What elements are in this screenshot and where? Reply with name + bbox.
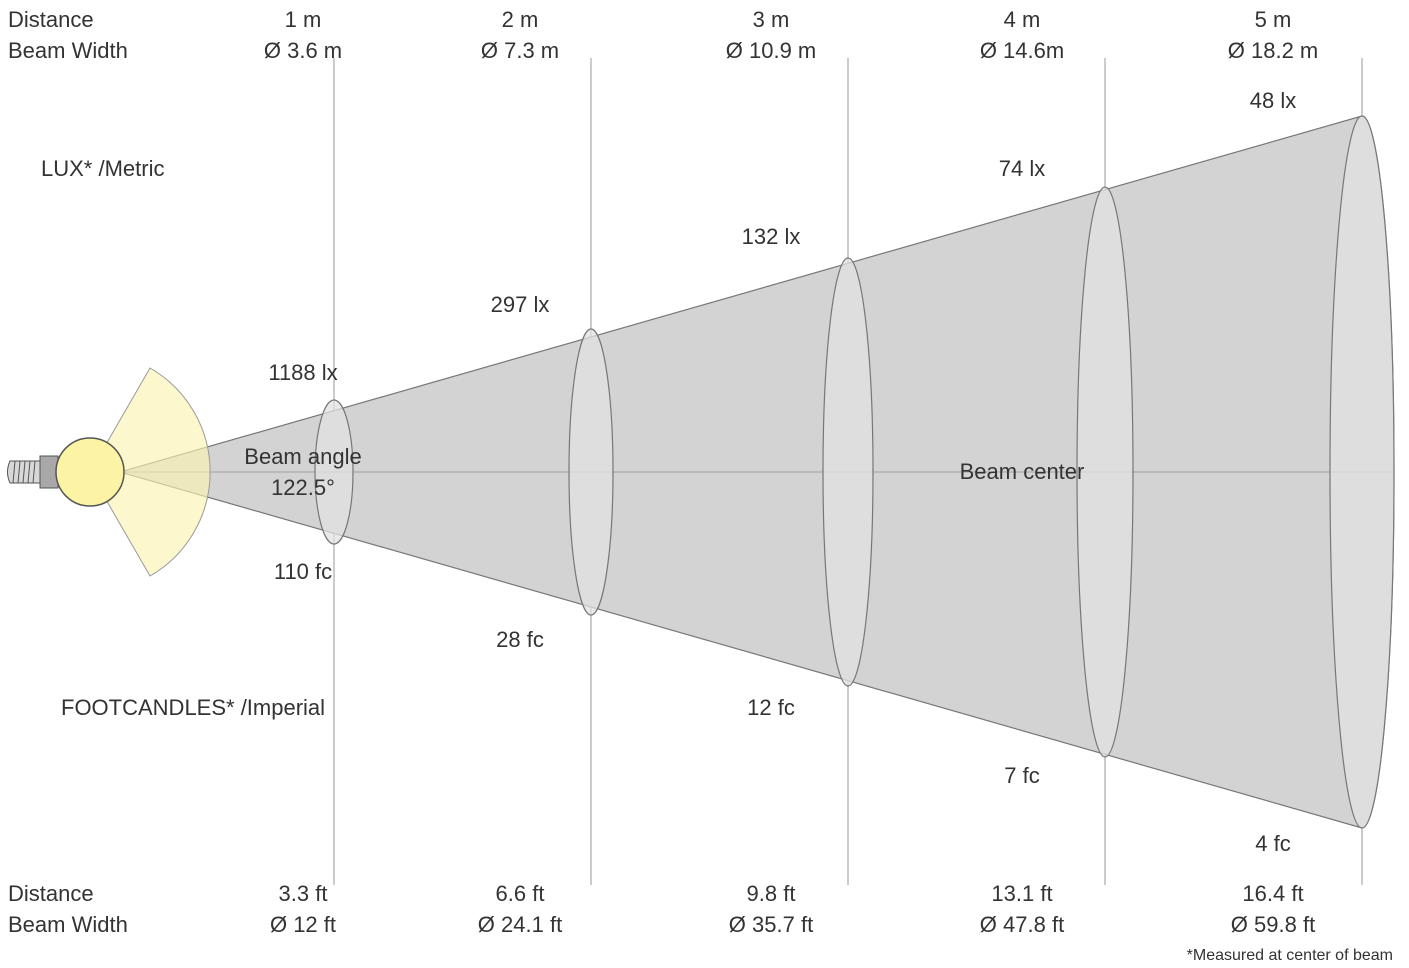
bulb-base-icon bbox=[7, 455, 59, 489]
metric-distance-3: 3 m bbox=[752, 7, 790, 32]
metric-distance-5: 5 m bbox=[1254, 7, 1292, 32]
imperial-beam-width-4: Ø 47.8 ft bbox=[979, 912, 1065, 937]
lux-value-3: 132 lx bbox=[741, 224, 801, 249]
metric-beam-width-heading: Beam Width bbox=[8, 38, 128, 63]
cross-section-5m bbox=[1329, 115, 1395, 829]
cross-section-3m bbox=[822, 257, 874, 687]
imperial-beam-width-1: Ø 12 ft bbox=[269, 912, 337, 937]
imperial-beam-width-heading: Beam Width bbox=[8, 912, 128, 937]
imperial-distance-2: 6.6 ft bbox=[495, 881, 545, 906]
cross-section-4m bbox=[1076, 186, 1134, 758]
fc-value-1: 110 fc bbox=[273, 559, 333, 584]
imperial-distance-5: 16.4 ft bbox=[1242, 881, 1304, 906]
fc-value-5: 4 fc bbox=[1255, 831, 1291, 856]
beam-angle-sector bbox=[89, 367, 211, 577]
beam-angle-label: Beam angle bbox=[244, 444, 362, 469]
metric-beam-width-2: Ø 7.3 m bbox=[480, 38, 560, 63]
footcandles-imperial-title: FOOTCANDLES* /Imperial bbox=[61, 695, 326, 720]
imperial-distance-1: 3.3 ft bbox=[278, 881, 328, 906]
metric-beam-width-3: Ø 10.9 m bbox=[725, 38, 817, 63]
beam-center-label: Beam center bbox=[959, 459, 1085, 484]
imperial-beam-width-5: Ø 59.8 ft bbox=[1230, 912, 1316, 937]
lux-metric-title: LUX* /Metric bbox=[41, 156, 165, 181]
cross-section-1m bbox=[314, 399, 354, 545]
imperial-distance-4: 13.1 ft bbox=[991, 881, 1053, 906]
metric-beam-width-1: Ø 3.6 m bbox=[263, 38, 343, 63]
fc-value-3: 12 fc bbox=[747, 695, 795, 720]
footnote: *Measured at center of beam bbox=[1186, 947, 1393, 964]
imperial-distance-heading: Distance bbox=[8, 881, 94, 906]
metric-distance-1: 1 m bbox=[284, 7, 322, 32]
imperial-beam-width-2: Ø 24.1 ft bbox=[477, 912, 563, 937]
lux-value-2: 297 lx bbox=[490, 292, 550, 317]
metric-beam-width-4: Ø 14.6m bbox=[979, 38, 1065, 63]
fc-value-4: 7 fc bbox=[1004, 763, 1040, 788]
lux-value-1: 1188 lx bbox=[268, 360, 338, 385]
metric-beam-width-5: Ø 18.2 m bbox=[1227, 38, 1319, 63]
bulb-icon bbox=[55, 437, 125, 507]
cross-section-2m bbox=[568, 328, 614, 616]
beam-angle-value: 122.5° bbox=[271, 475, 335, 500]
fc-value-2: 28 fc bbox=[496, 627, 544, 652]
lux-value-4: 74 lx bbox=[998, 156, 1046, 181]
metric-distance-4: 4 m bbox=[1003, 7, 1041, 32]
metric-distance-heading: Distance bbox=[8, 7, 94, 32]
lux-value-5: 48 lx bbox=[1249, 88, 1297, 113]
imperial-beam-width-3: Ø 35.7 ft bbox=[728, 912, 814, 937]
metric-distance-2: 2 m bbox=[501, 7, 539, 32]
imperial-distance-3: 9.8 ft bbox=[746, 881, 796, 906]
